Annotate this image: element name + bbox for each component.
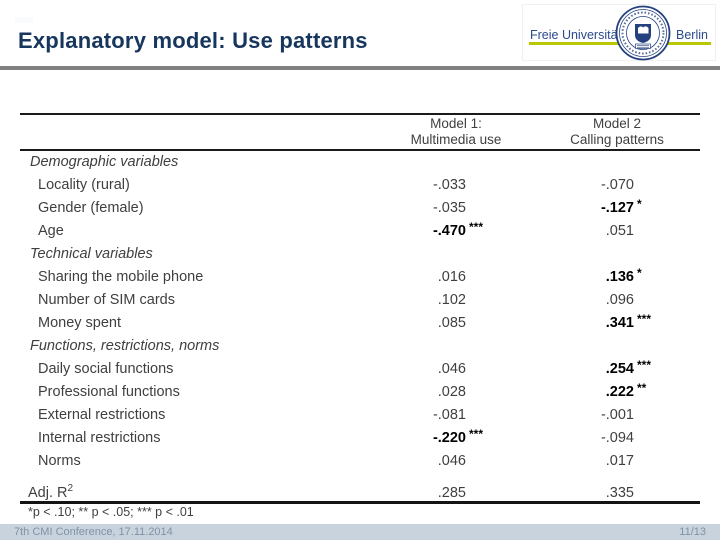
section-label: Technical variables — [30, 246, 153, 262]
model2-significance: * — [637, 197, 642, 211]
section-label: Demographic variables — [30, 154, 179, 170]
logo-text-freie-universitaet: Freie Universität — [530, 28, 621, 42]
row-label: Age — [38, 223, 64, 239]
table-row: Daily social functions .046 .254 *** — [20, 358, 700, 381]
significance-footnote: *p < .10; ** p < .05; *** p < .01 — [28, 505, 194, 519]
table-header-row: Model 1: Multimedia use Model 2 Calling … — [20, 113, 700, 151]
model2-significance: ** — [637, 381, 647, 395]
model2-significance: * — [637, 266, 642, 280]
model1-value: -.220 — [432, 430, 466, 446]
model2-significance: *** — [637, 312, 652, 326]
table-row: Norms .046 .017 — [20, 450, 700, 473]
slide-title: Explanatory model: Use patterns — [18, 28, 368, 53]
model2-value: .341 — [605, 315, 634, 331]
model2-value: .335 — [605, 484, 634, 501]
model1-value: .028 — [437, 384, 466, 400]
row-label: Professional functions — [38, 384, 180, 400]
footer-conference-text: 7th CMI Conference, 17.11.2014 — [14, 526, 173, 538]
model1-value: .046 — [437, 361, 466, 377]
model1-value: -.470 — [432, 223, 466, 239]
model1-significance: *** — [469, 220, 484, 234]
model2-significance: *** — [637, 358, 652, 372]
model1-value: -.081 — [432, 407, 466, 423]
university-seal-icon — [615, 5, 671, 61]
model2-value: .254 — [605, 361, 634, 377]
results-table: Model 1: Multimedia use Model 2 Calling … — [20, 113, 700, 504]
model1-value: .102 — [437, 292, 466, 308]
row-label: Internal restrictions — [38, 430, 161, 446]
model2-title: Model 2 — [592, 116, 642, 131]
model1-value: .046 — [437, 453, 466, 469]
slide-footer: 7th CMI Conference, 17.11.2014 11/13 — [0, 524, 720, 540]
table-row: Locality (rural) -.033 -.070 — [20, 174, 700, 197]
table-row: Age -.470 *** .051 — [20, 220, 700, 243]
model2-value: -.070 — [600, 177, 634, 193]
model2-value: .017 — [605, 453, 634, 469]
row-label: External restrictions — [38, 407, 166, 423]
model1-value: -.035 — [432, 200, 466, 216]
logo-text-berlin: Berlin — [676, 28, 708, 42]
table-row: Money spent .085 .341 *** — [20, 312, 700, 335]
model2-value: -.127 — [600, 200, 634, 216]
table-row: External restrictions -.081 -.001 — [20, 404, 700, 427]
table-row-adjusted-r2: Adj. R2 .285 .335 — [20, 477, 700, 501]
model2-value: .051 — [605, 223, 634, 239]
footer-page-number: 11/13 — [679, 526, 706, 538]
model1-value: .085 — [437, 315, 466, 331]
table-row: Internal restrictions -.220 *** -.094 — [20, 427, 700, 450]
decorative-mark — [15, 17, 33, 23]
table-row: Number of SIM cards .102 .096 — [20, 289, 700, 312]
row-label: Norms — [38, 453, 81, 469]
header-divider — [0, 66, 720, 70]
model2-subtitle: Calling patterns — [570, 132, 664, 147]
row-label: Number of SIM cards — [38, 292, 175, 308]
model2-value: .136 — [605, 269, 634, 285]
row-label: Money spent — [38, 315, 122, 331]
model1-value: -.033 — [432, 177, 466, 193]
row-label: Sharing the mobile phone — [38, 269, 204, 285]
table-row: Gender (female) -.035 -.127 * — [20, 197, 700, 220]
model2-value: -.001 — [600, 407, 634, 423]
row-label: Gender (female) — [38, 200, 144, 216]
adj-r2-superscript: 2 — [67, 483, 74, 494]
column-header-model2: Model 2 Calling patterns — [549, 116, 685, 148]
table-section-row: Technical variables — [20, 243, 700, 266]
model2-value: .096 — [605, 292, 634, 308]
model1-value: .285 — [437, 484, 466, 501]
table-section-row: Demographic variables — [20, 151, 700, 174]
table-row: Sharing the mobile phone .016 .136 * — [20, 266, 700, 289]
row-label: Adj. R2 — [20, 477, 366, 505]
adj-r2-text: Adj. R — [28, 484, 68, 501]
model1-significance: *** — [469, 427, 484, 441]
table-bottom-border — [20, 501, 700, 504]
table-row: Professional functions .028 .222 ** — [20, 381, 700, 404]
model2-value: .222 — [605, 384, 634, 400]
model1-value: .016 — [437, 269, 466, 285]
column-header-model1: Model 1: Multimedia use — [388, 116, 524, 148]
table-section-row: Functions, restrictions, norms — [20, 335, 700, 358]
section-label: Functions, restrictions, norms — [30, 338, 220, 354]
model1-subtitle: Multimedia use — [410, 132, 502, 147]
row-label: Daily social functions — [38, 361, 174, 377]
university-logo: Freie Universität Berlin — [522, 4, 716, 61]
model2-value: -.094 — [600, 430, 634, 446]
row-label: Locality (rural) — [38, 177, 130, 193]
model1-title: Model 1: — [430, 116, 482, 131]
